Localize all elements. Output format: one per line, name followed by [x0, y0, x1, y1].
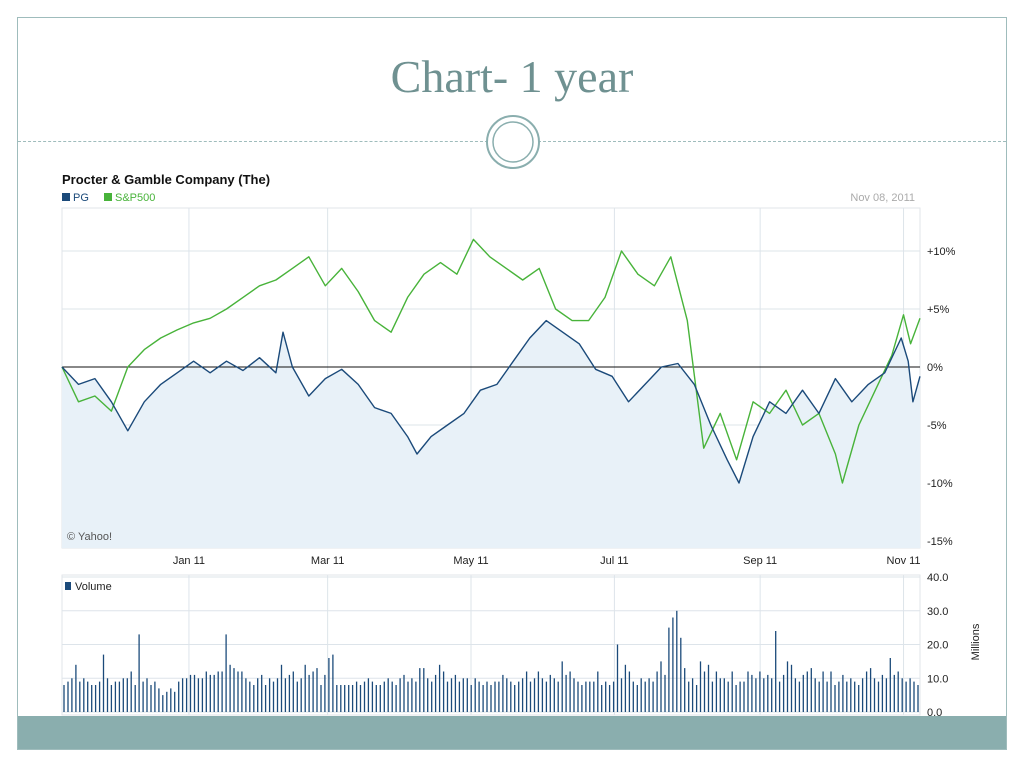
y-tick-label: +5% — [927, 304, 950, 316]
x-tick-label: Sep 11 — [743, 555, 777, 567]
y-tick-label: -15% — [927, 536, 953, 548]
x-tick-label: Jan 11 — [173, 555, 205, 567]
chart-date: Nov 08, 2011 — [850, 192, 915, 204]
pg-line — [61, 319, 921, 484]
volume-legend-label: Volume — [75, 581, 112, 593]
x-tick-label: Nov 11 — [887, 555, 921, 567]
y-tick-label: -5% — [927, 420, 947, 432]
y-tick-label: 0% — [927, 362, 943, 374]
legend-sp-swatch — [104, 193, 112, 201]
x-tick-label: May 11 — [453, 555, 488, 567]
y-tick-label: +10% — [927, 246, 956, 258]
x-tick-label: Mar 11 — [311, 555, 344, 567]
slide-title: Chart- 1 year — [390, 51, 634, 102]
title-divider-left — [18, 141, 488, 142]
volume-legend-swatch — [65, 582, 71, 590]
volume-axis-label: Millions — [970, 623, 982, 660]
volume-tick-label: 20.0 — [927, 640, 948, 652]
source-label: © Yahoo! — [67, 531, 112, 543]
x-tick-label: Jul 11 — [600, 555, 629, 567]
title-divider-right — [538, 141, 1006, 142]
chart-title: Procter & Gamble Company (The) — [62, 172, 270, 187]
legend-pg-label: PG — [73, 192, 89, 204]
footer-band — [18, 716, 1006, 749]
volume-tick-label: 30.0 — [927, 606, 948, 618]
y-tick-label: -10% — [927, 478, 953, 490]
legend-sp-label: S&P500 — [115, 192, 155, 204]
volume-tick-label: 10.0 — [927, 673, 948, 685]
volume-tick-label: 0.0 — [927, 707, 942, 719]
legend-pg-swatch — [62, 193, 70, 201]
volume-tick-label: 40.0 — [927, 572, 948, 584]
pg-area — [62, 320, 920, 548]
sp500-line — [61, 238, 921, 484]
slide-frame — [17, 17, 1007, 750]
